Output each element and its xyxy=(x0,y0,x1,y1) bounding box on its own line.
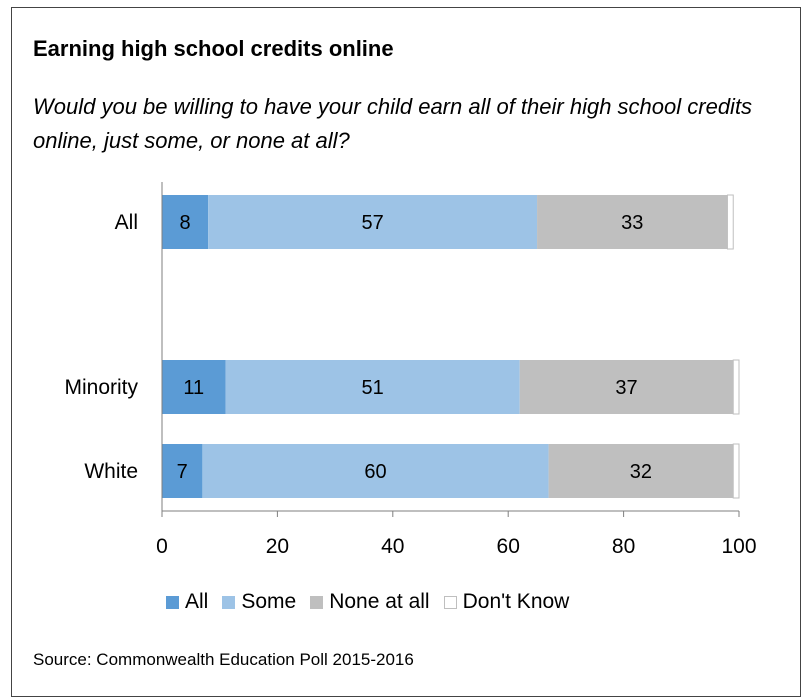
bar-minority-none-at-all xyxy=(519,360,734,414)
legend-item-none-at-all: None at all xyxy=(310,590,430,614)
category-label-minority: Minority xyxy=(64,376,138,399)
bar-white-don-t-know xyxy=(732,443,740,499)
data-label-minority-some: 51 xyxy=(361,377,383,399)
bar-white-some xyxy=(202,444,549,498)
legend-swatch-none-at-all xyxy=(310,595,324,609)
category-label-all: All xyxy=(115,211,138,234)
x-tick-label-40: 40 xyxy=(381,535,404,558)
x-tick-label-100: 100 xyxy=(721,535,756,558)
legend-swatch-don-t-know xyxy=(443,595,457,609)
data-label-white-all: 7 xyxy=(177,461,188,483)
data-label-all-some: 57 xyxy=(361,212,383,234)
data-label-all-all: 8 xyxy=(180,212,191,234)
chart-subtitle: Would you be willing to have your child … xyxy=(33,94,753,153)
bar-all-none-at-all xyxy=(537,195,728,249)
category-label-white: White xyxy=(84,460,138,483)
legend-label-all: All xyxy=(185,590,209,613)
x-tick-label-0: 0 xyxy=(156,535,168,558)
data-label-all-none-at-all: 33 xyxy=(621,212,643,234)
bar-all-some xyxy=(208,195,538,249)
data-label-minority-none-at-all: 37 xyxy=(615,377,637,399)
legend-label-don-t-know: Don't Know xyxy=(462,590,570,613)
legend-label-some: Some xyxy=(241,590,297,613)
x-tick-label-20: 20 xyxy=(266,535,289,558)
bar-minority-some xyxy=(225,360,520,414)
legend-label-none-at-all: None at all xyxy=(329,590,430,613)
x-tick-label-80: 80 xyxy=(612,535,635,558)
data-label-white-none-at-all: 32 xyxy=(630,461,652,483)
chart-frame xyxy=(11,7,801,697)
legend-item-don-t-know: Don't Know xyxy=(443,590,570,614)
bar-all-don-t-know xyxy=(726,194,734,250)
source-note: Source: Commonwealth Education Poll 2015… xyxy=(33,650,414,669)
bar-white-all xyxy=(162,444,203,498)
bar-minority-don-t-know xyxy=(732,359,740,415)
data-label-white-some: 60 xyxy=(364,461,386,483)
chart-legend: All Some None at all Don't Know xyxy=(166,589,583,615)
legend-item-some: Some xyxy=(222,590,296,614)
x-tick-label-60: 60 xyxy=(497,535,520,558)
data-label-minority-all: 11 xyxy=(183,377,204,399)
bar-white-none-at-all xyxy=(548,444,734,498)
legend-item-all: All xyxy=(166,590,208,614)
legend-swatch-some xyxy=(222,595,236,609)
bar-all-all xyxy=(162,195,209,249)
bar-minority-all xyxy=(162,360,226,414)
legend-swatch-all xyxy=(166,595,179,609)
chart-title: Earning high school credits online xyxy=(33,36,394,61)
